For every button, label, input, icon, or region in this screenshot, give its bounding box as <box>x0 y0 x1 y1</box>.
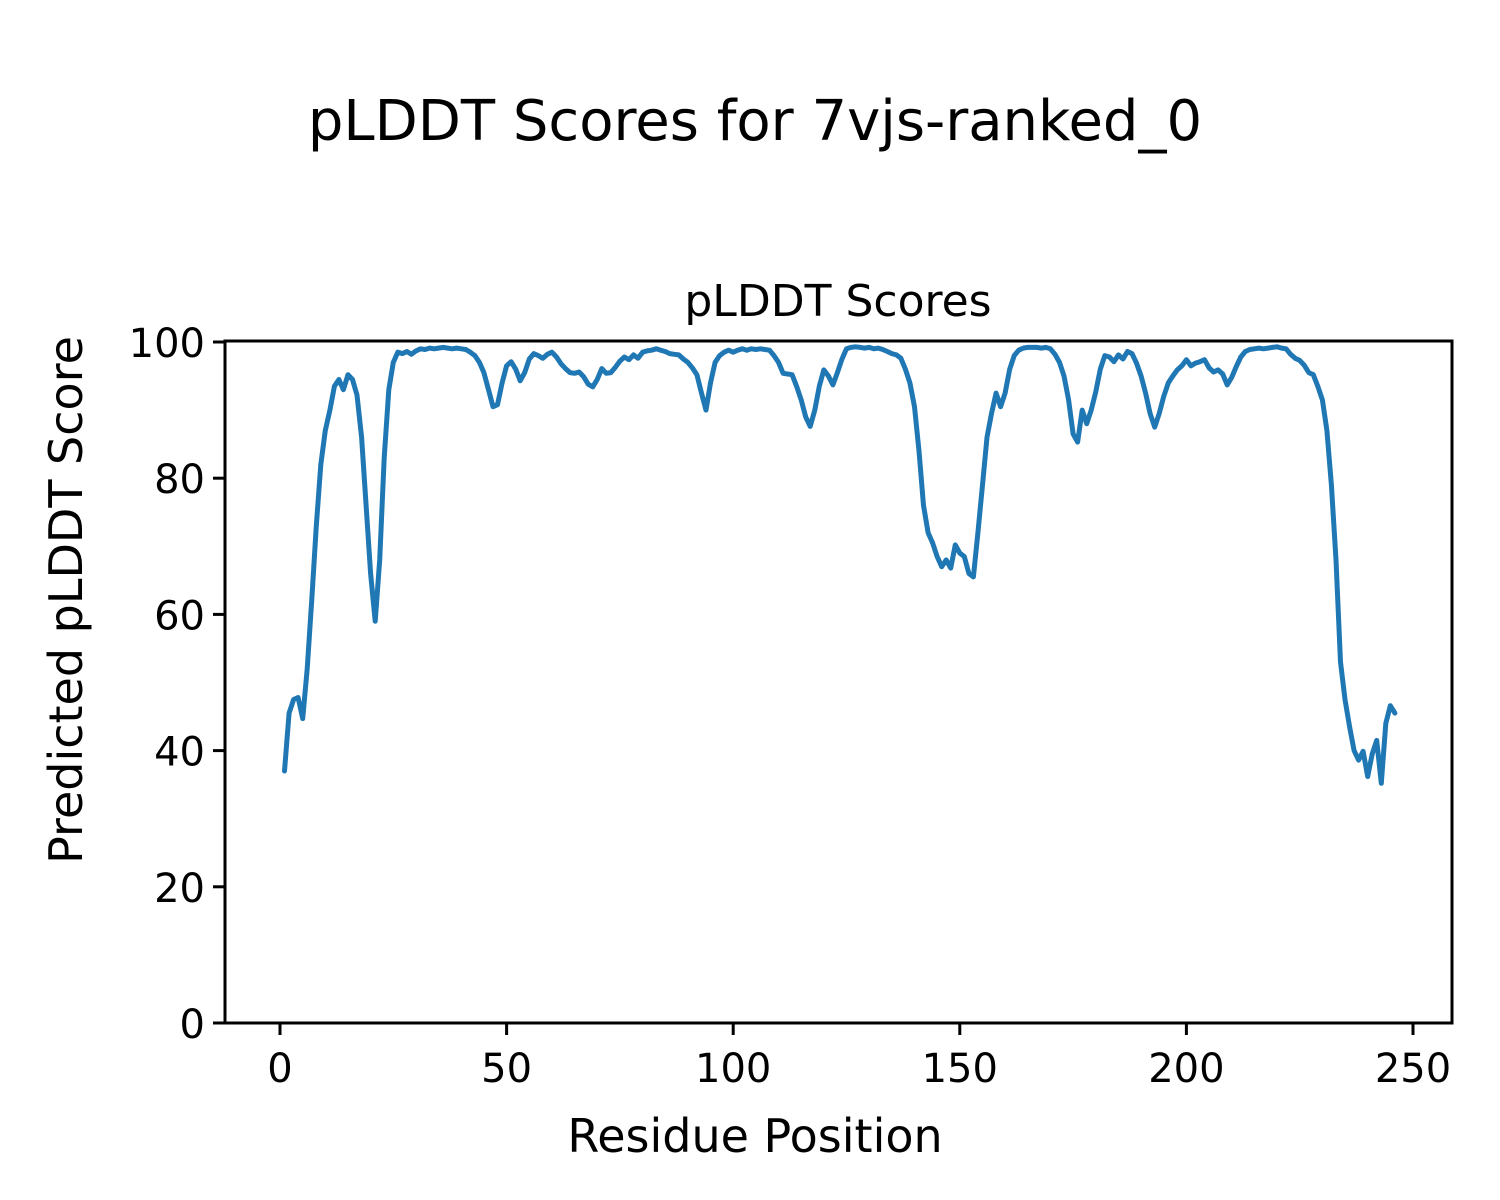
x-tick-label: 150 <box>922 1046 998 1092</box>
y-tick-label: 60 <box>154 593 205 639</box>
y-tick-label: 100 <box>129 321 205 367</box>
figure-title: pLDDT Scores for 7vjs-ranked_0 <box>308 89 1202 154</box>
y-axis-ticks: 0 20 40 60 80 100 <box>129 321 225 1048</box>
x-tick-label: 50 <box>481 1046 532 1092</box>
y-tick-label: 80 <box>154 457 205 503</box>
x-axis-label: Residue Position <box>567 1109 942 1163</box>
x-tick-label: 100 <box>695 1046 771 1092</box>
plddt-line <box>282 344 1398 786</box>
x-tick-label: 200 <box>1148 1046 1224 1092</box>
x-axis-ticks: 0 50 100 150 200 250 <box>267 1023 1451 1092</box>
y-tick-label: 40 <box>154 730 205 776</box>
y-axis-label: Predicted pLDDT Score <box>39 336 93 864</box>
y-tick-label: 0 <box>180 1002 205 1048</box>
x-tick-label: 0 <box>267 1046 292 1092</box>
x-tick-label: 250 <box>1375 1046 1451 1092</box>
plot-area-spines <box>223 339 1454 1025</box>
axes-title: pLDDT Scores <box>684 276 991 327</box>
y-tick-label: 20 <box>154 866 205 912</box>
